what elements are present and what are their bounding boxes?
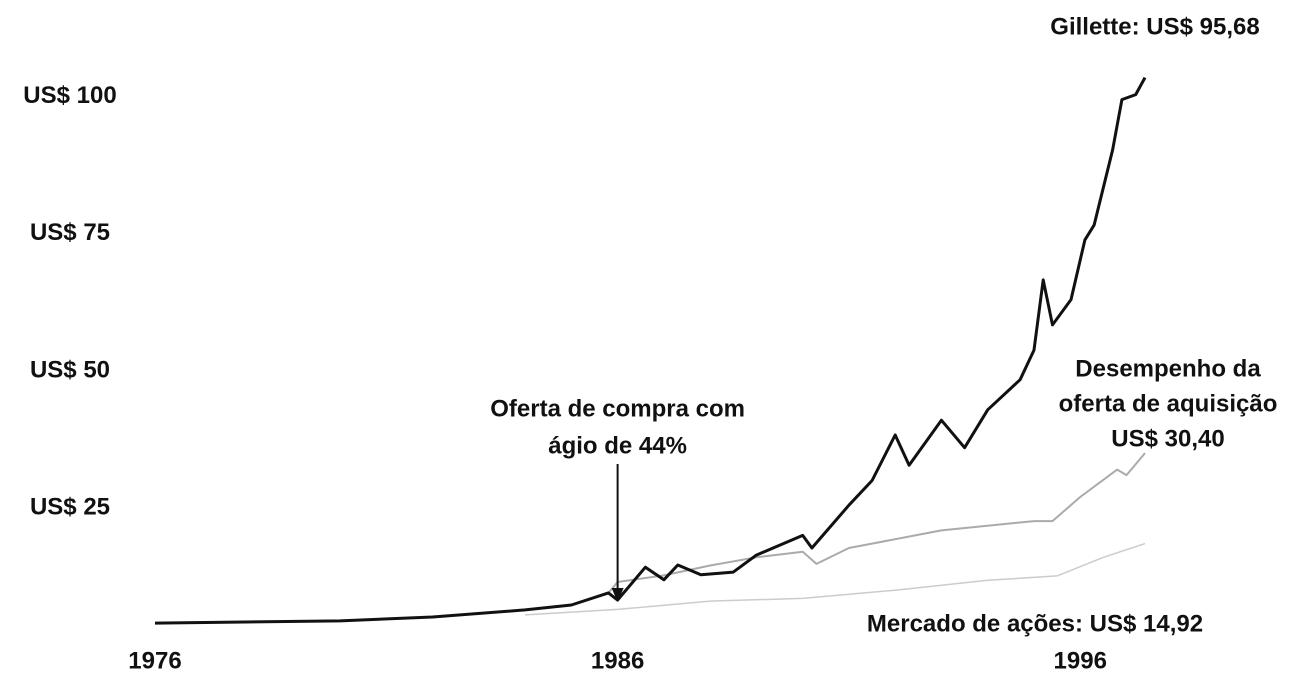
series-label: Gillette: US$ 95,68 (1050, 13, 1259, 40)
annotation: Oferta de compra com (490, 395, 745, 422)
y-tick-label: US$ 50 (30, 356, 110, 383)
y-tick-label: US$ 100 (23, 82, 116, 109)
annotation: ágio de 44% (548, 432, 687, 459)
x-tick-label: 1976 (128, 647, 181, 674)
x-tick-label: 1986 (591, 647, 644, 674)
series-label: Desempenho da (1075, 355, 1261, 382)
y-tick-label: US$ 75 (30, 219, 110, 246)
series-label: US$ 30,40 (1111, 425, 1224, 452)
y-tick-label: US$ 25 (30, 493, 110, 520)
series-line (607, 452, 1146, 594)
series-line (154, 76, 1147, 625)
series-label: Mercado de ações: US$ 14,92 (867, 610, 1203, 637)
x-tick-label: 1996 (1054, 647, 1107, 674)
series-label: oferta de aquisição (1059, 390, 1278, 417)
arrow-head (611, 588, 624, 602)
series-line (525, 542, 1146, 616)
